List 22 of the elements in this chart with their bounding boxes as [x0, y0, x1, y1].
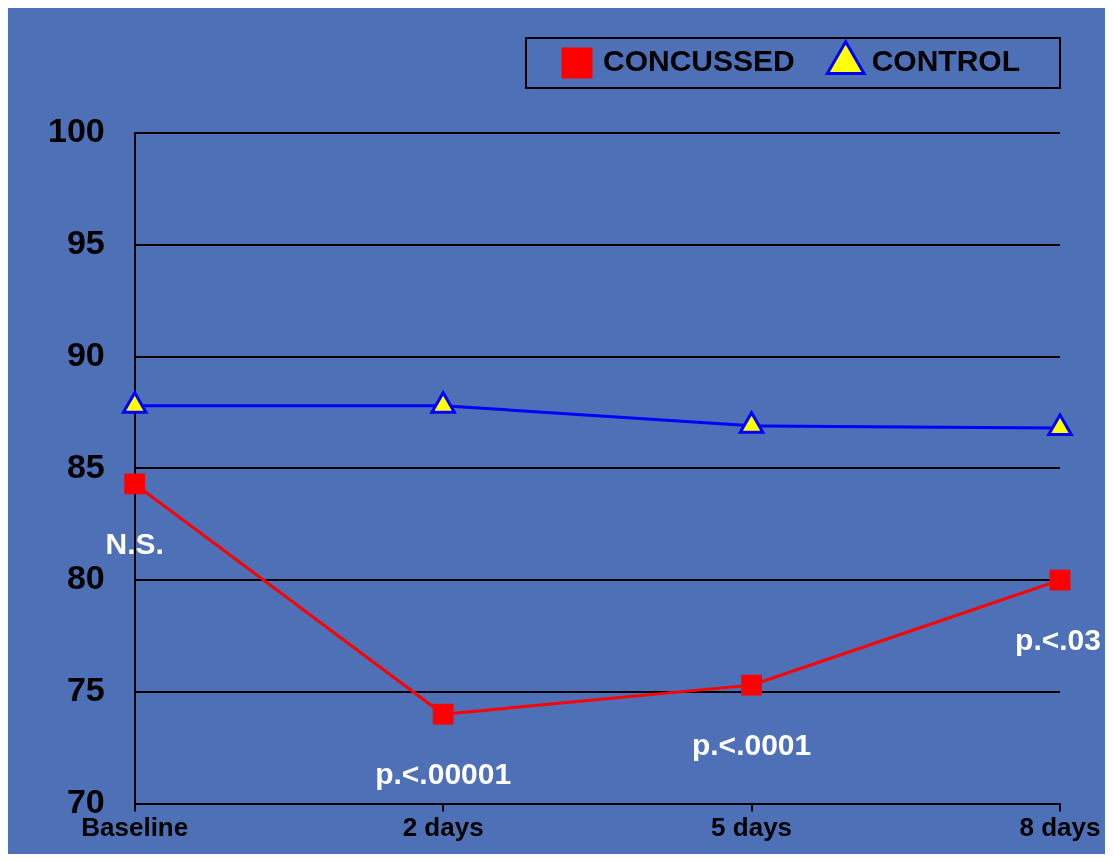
annotation: p.<.0001: [691, 728, 812, 762]
legend-label: CONCUSSED: [603, 44, 795, 78]
point: [430, 391, 456, 414]
point: [1049, 569, 1071, 591]
y-tick-label: 95: [66, 223, 105, 262]
annotation: p.<.00001: [375, 757, 512, 791]
point: [1047, 413, 1073, 437]
y-tick-label: 90: [66, 334, 105, 373]
legend-label: CONTROL: [871, 44, 1021, 78]
x-tick-label: 5 days: [711, 812, 793, 843]
point: [741, 674, 762, 696]
y-tick-label: 75: [66, 670, 105, 709]
x-tick-label: Baseline: [81, 812, 189, 843]
x-tick-label: 8 days: [1019, 812, 1101, 843]
annotation: p.<.03: [1015, 623, 1101, 657]
point: [738, 411, 765, 434]
point: [121, 391, 148, 414]
x-tick-label: 2 days: [402, 812, 484, 843]
point: [432, 703, 454, 725]
y-tick-label: 85: [66, 446, 105, 485]
y-tick-label: 100: [47, 111, 105, 150]
y-tick-label: 80: [66, 558, 105, 597]
